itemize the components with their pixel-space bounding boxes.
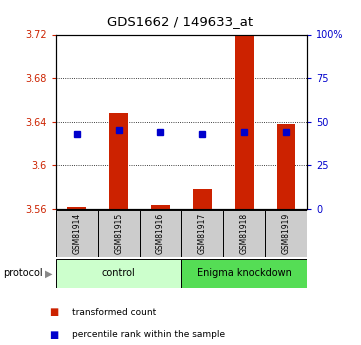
Text: GSM81919: GSM81919 (282, 213, 291, 254)
Text: GDS1662 / 149633_at: GDS1662 / 149633_at (108, 16, 253, 29)
Text: GSM81917: GSM81917 (198, 213, 207, 254)
Bar (181, 259, 307, 288)
Text: GSM81918: GSM81918 (240, 213, 249, 254)
Bar (140, 210, 181, 257)
Text: GSM81914: GSM81914 (72, 213, 81, 254)
Bar (193, 189, 212, 209)
Bar (223, 210, 265, 257)
Bar (109, 113, 128, 209)
Text: ▶: ▶ (45, 268, 52, 278)
Text: control: control (102, 268, 135, 278)
Bar (68, 207, 86, 209)
Text: GSM81915: GSM81915 (114, 213, 123, 254)
Bar (181, 210, 223, 257)
Text: percentile rank within the sample: percentile rank within the sample (72, 330, 225, 339)
Text: transformed count: transformed count (72, 308, 156, 317)
Text: ■: ■ (49, 307, 58, 317)
Bar (98, 210, 140, 257)
Text: ■: ■ (49, 330, 58, 339)
Text: protocol: protocol (4, 268, 43, 278)
Bar (265, 210, 307, 257)
Bar (56, 259, 181, 288)
Bar (56, 210, 98, 257)
Text: GSM81916: GSM81916 (156, 213, 165, 254)
Bar (277, 124, 295, 209)
Bar (151, 206, 170, 209)
Bar (235, 34, 253, 209)
Text: Enigma knockdown: Enigma knockdown (197, 268, 292, 278)
